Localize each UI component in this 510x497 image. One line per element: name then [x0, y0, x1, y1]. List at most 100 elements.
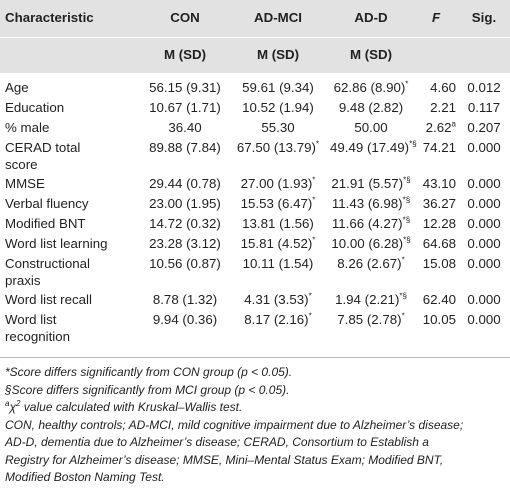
- row-label: MMSE: [5, 175, 45, 192]
- cell-con: 9.94 (0.36): [140, 311, 230, 328]
- cell-add-mark: *: [401, 255, 405, 265]
- table-notes: *Score differs significantly from CON gr…: [5, 364, 510, 487]
- cell-add: 1.94 (2.21)*§: [330, 291, 412, 308]
- cell-f: 15.08: [416, 255, 456, 272]
- cell-con: 10.67 (1.71): [140, 99, 230, 116]
- cell-sig: 0.000: [467, 256, 501, 271]
- cell-add-value: 11.43 (6.98): [331, 196, 403, 211]
- cell-con-value: 36.40: [168, 120, 202, 135]
- header-admci-msd: M (SD): [256, 47, 300, 62]
- note-mci-significance: §Score differs significantly from MCI gr…: [5, 382, 290, 397]
- row-label: Verbal fluency: [5, 195, 89, 212]
- cell-sig: 0.012: [467, 80, 501, 95]
- cell-con-value: 56.15 (9.31): [149, 80, 221, 95]
- note-chi-symbol: χ: [9, 400, 17, 414]
- cell-f-value: 62.40: [422, 292, 456, 307]
- cell-con-value: 9.94 (0.36): [152, 312, 218, 327]
- row-label-line: Word list: [5, 312, 57, 327]
- cell-admci-value: 67.50 (13.79): [236, 140, 316, 155]
- cell-admci: 59.61 (9.34): [228, 79, 328, 96]
- cell-sig: 0.000: [467, 216, 501, 231]
- cell-sig: 0.000: [467, 292, 501, 307]
- cell-sig: 0.000: [467, 236, 501, 251]
- cell-add-value: 21.91 (5.57): [331, 176, 404, 191]
- cell-admci: 15.81 (4.52)*: [228, 235, 328, 252]
- cell-con: 89.88 (7.84): [140, 139, 230, 156]
- row-label: Word list recall: [5, 291, 92, 308]
- note-chi-sup-a: a: [5, 399, 10, 408]
- cell-f: 43.10: [416, 175, 456, 192]
- cell-add: 11.43 (6.98)*§: [330, 195, 412, 212]
- cell-admci-mark: *: [308, 291, 312, 301]
- cell-admci-mark: *: [312, 175, 316, 185]
- cell-add: 8.26 (2.67)*: [330, 255, 412, 272]
- cell-f-value: 15.08: [422, 256, 456, 271]
- row-label: CERAD total score: [5, 139, 80, 173]
- cell-con: 56.15 (9.31): [140, 79, 230, 96]
- cell-con-value: 10.56 (0.87): [149, 256, 221, 271]
- cell-sig: 0.000: [467, 176, 501, 191]
- cell-admci: 4.31 (3.53)*: [228, 291, 328, 308]
- cell-add: 11.66 (4.27)*§: [330, 215, 412, 232]
- cell-add: 7.85 (2.78)*: [330, 311, 412, 328]
- cell-f-value: 10.05: [422, 312, 456, 327]
- cell-add-mark: *§: [399, 291, 407, 301]
- cell-admci: 27.00 (1.93)*: [228, 175, 328, 192]
- row-label-line: Word list learning: [5, 236, 108, 251]
- cell-add: 21.91 (5.57)*§: [330, 175, 412, 192]
- header-sig: Sig.: [471, 10, 497, 25]
- cell-admci: 8.17 (2.16)*: [228, 311, 328, 328]
- cell-add-mark: *§: [403, 175, 411, 185]
- cell-add-mark: *: [405, 79, 409, 89]
- cell-con: 23.28 (3.12): [140, 235, 230, 252]
- cell-f-mark: a: [451, 119, 456, 129]
- cell-admci: 10.52 (1.94): [228, 99, 328, 116]
- cell-add-mark: *§: [409, 139, 417, 149]
- note-chi-text: value calculated with Kruskal–Wallis tes…: [20, 400, 243, 414]
- note-abbrev-3: Registry for Alzheimer’s disease; MMSE, …: [5, 452, 444, 467]
- cell-add: 50.00: [330, 119, 412, 136]
- header-row-1: [0, 0, 510, 37]
- cell-f-value: 64.68: [422, 236, 456, 251]
- cell-sig: 0.000: [467, 312, 501, 327]
- header-add-msd: M (SD): [349, 47, 393, 62]
- cell-add-value: 50.00: [354, 120, 388, 135]
- note-con-significance: *Score differs significantly from CON gr…: [5, 365, 293, 379]
- cell-admci-mark: *: [315, 139, 320, 149]
- cell-admci: 13.81 (1.56): [228, 215, 328, 232]
- row-label: Age: [5, 79, 29, 96]
- cell-add: 10.00 (6.28)*§: [330, 235, 412, 252]
- header-characteristic: Characteristic: [5, 10, 94, 25]
- row-label-line: Age: [5, 80, 29, 95]
- cell-f: 36.27: [416, 195, 456, 212]
- cell-add-value: 7.85 (2.78): [337, 312, 402, 327]
- cell-f: 2.62a: [416, 119, 456, 136]
- cell-add-value: 62.86 (8.90): [333, 80, 406, 95]
- cell-con: 36.40: [140, 119, 230, 136]
- row-label: Modified BNT: [5, 215, 86, 232]
- header-con: CON: [170, 10, 200, 25]
- header-add: AD-D: [354, 10, 388, 25]
- cell-con-value: 23.28 (3.12): [149, 236, 221, 251]
- cell-admci-mark: *: [312, 195, 316, 205]
- row-label-line: Constructional: [5, 256, 90, 271]
- cell-f-value: 43.10: [422, 176, 456, 191]
- cell-con: 10.56 (0.87): [140, 255, 230, 272]
- row-label-line-2: recognition: [5, 329, 71, 344]
- cell-con-value: 23.00 (1.95): [149, 196, 221, 211]
- note-abbrev-1: CON, healthy controls; AD-MCI, mild cogn…: [5, 417, 464, 432]
- cell-add-value: 9.48 (2.82): [338, 100, 404, 115]
- table-bottom-rule: [0, 357, 510, 358]
- cell-add: 62.86 (8.90)*: [330, 79, 412, 96]
- cell-f-value: 4.60: [430, 80, 456, 95]
- cell-add-value: 49.49 (17.49): [330, 140, 410, 155]
- cell-f: 2.21: [416, 99, 456, 116]
- row-label-line: CERAD total: [5, 140, 81, 155]
- row-label-line: Word list recall: [5, 292, 92, 307]
- cell-add-value: 10.00 (6.28): [331, 236, 404, 251]
- cell-admci: 10.11 (1.54): [228, 255, 328, 272]
- cell-admci-value: 27.00 (1.93): [240, 176, 313, 191]
- note-abbrev-2: AD-D, dementia due to Alzheimer’s diseas…: [5, 435, 429, 449]
- cell-f: 64.68: [416, 235, 456, 252]
- row-label-line: MMSE: [5, 176, 45, 191]
